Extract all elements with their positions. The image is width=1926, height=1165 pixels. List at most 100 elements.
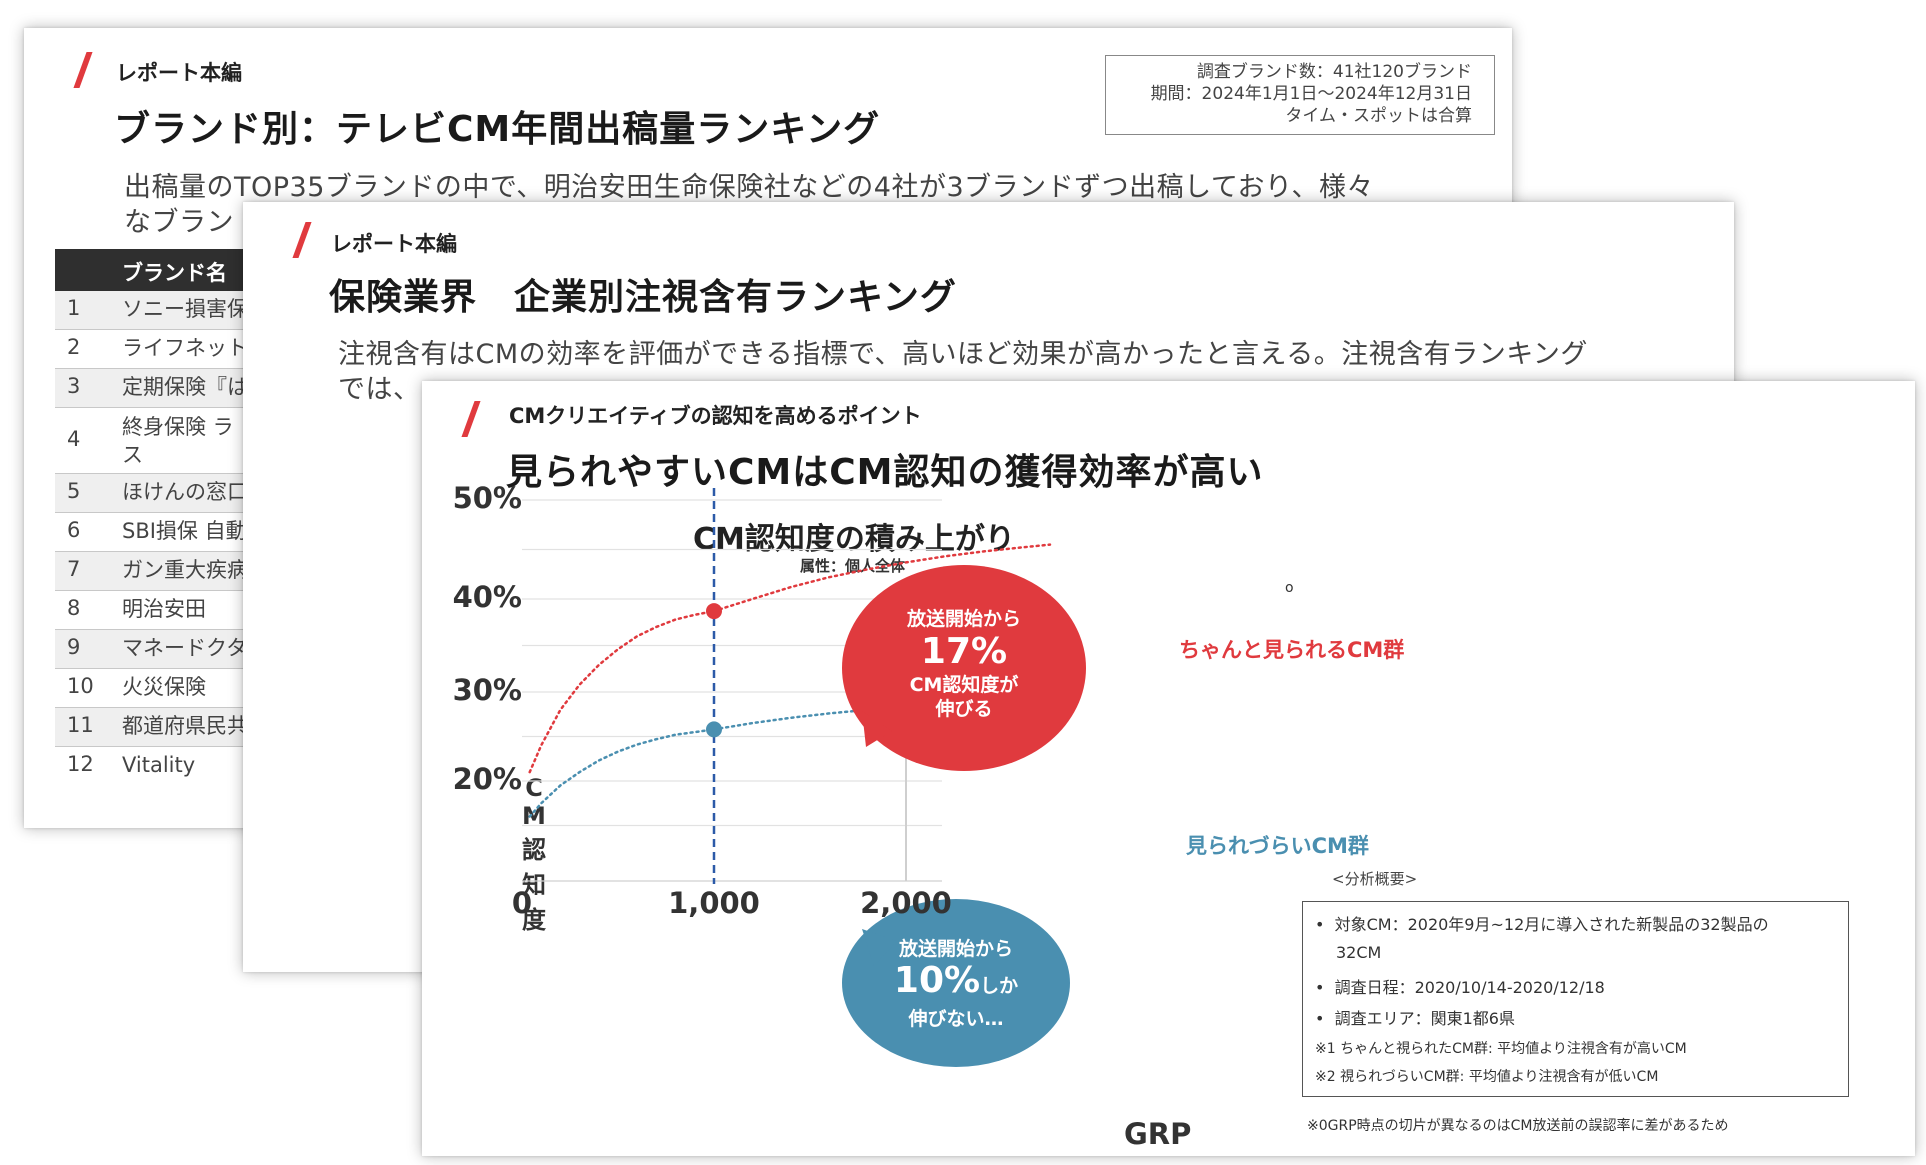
brand-name: ガン重大疾病 xyxy=(122,558,248,582)
highlight-points xyxy=(706,603,722,738)
y-axis-label: C M 認 知 度 xyxy=(519,774,549,935)
callout-suffix: しか xyxy=(980,975,1019,997)
callout-percent-line: 10%しか xyxy=(836,961,1076,1007)
rank: 11 xyxy=(67,713,94,737)
table-row: 12 Vitality xyxy=(55,747,1495,785)
red-callout-text: 放送開始から 17% CM認知度が 伸びる xyxy=(844,607,1084,721)
bottom-footnote: ※0GRP時点の切片が異なるのはCM放送前の誤認率に差があるため xyxy=(1307,1118,1729,1134)
y-axis-label-char: 認 xyxy=(522,836,546,864)
brand-name: 都道府県民共 xyxy=(122,714,248,738)
brand-name: ソニー損害保 xyxy=(122,297,248,321)
y-tick-label: 20% xyxy=(452,762,522,796)
note-bullet: • 調査エリア：関東1都6県 xyxy=(1315,1009,1515,1028)
callout-line: 伸びない… xyxy=(908,1008,1004,1030)
blue-callout-tail xyxy=(862,929,897,966)
brand-name-line: ス xyxy=(122,443,143,467)
meta-line: 期間：2024年1月1日〜2024年12月31日 xyxy=(1150,84,1472,104)
survey-meta-box: 調査ブランド数：41社120ブランド 期間：2024年1月1日〜2024年12月… xyxy=(1105,55,1495,135)
series-line-less-watched xyxy=(528,694,1052,818)
lead-text: 注視含有はCMの効率を評価ができる指標で、高いほど効果が高かったと言える。注視含… xyxy=(338,337,1588,407)
section-label: レポート本編 xyxy=(116,61,242,85)
brand-name: Vitality xyxy=(122,753,196,777)
brand-name: 終身保険 ラス xyxy=(122,413,234,469)
column-header-brand: ブランド名 xyxy=(122,261,227,285)
rank: 4 xyxy=(67,427,81,451)
meta-line: タイム・スポットは合算 xyxy=(1285,106,1472,126)
note-text: 32CM xyxy=(1336,943,1382,962)
note-text: 調査日程：2020/10/14-2020/12/18 xyxy=(1334,978,1605,997)
y-tick-label: 50% xyxy=(452,481,522,515)
rank: 12 xyxy=(67,752,94,776)
callout-percent: 17% xyxy=(920,631,1008,672)
note-text: 調査エリア：関東1都6県 xyxy=(1334,1009,1515,1028)
callout-line: 放送開始から xyxy=(906,608,1021,630)
notes-heading: <分析概要> xyxy=(1332,870,1418,888)
blue-callout-text: 放送開始から 10%しか 伸びない… xyxy=(836,937,1076,1031)
y-axis-label-char: 知 xyxy=(522,871,546,899)
callout-bubbles xyxy=(842,565,1086,1067)
callout-percent: 10% xyxy=(893,960,981,1001)
footnote: ※2 視られづらいCM群: 平均値より注視含有が低いCM xyxy=(1315,1069,1659,1085)
lead-line: 出稿量のTOP35ブランドの中で、明治安田生命保険社などの4社が3ブランドずつ出… xyxy=(124,172,1374,203)
slide-title: 保険業界 企業別注視含有ランキング xyxy=(329,277,957,318)
brand-name: SBI損保 自動 xyxy=(122,519,247,543)
brand-name: ほけんの窓口 xyxy=(122,480,248,504)
section-label: CMクリエイティブの認知を高めるポイント xyxy=(509,404,922,428)
callout-line: 伸びる xyxy=(935,698,993,720)
rank: 5 xyxy=(67,479,81,503)
red-callout-tail xyxy=(862,711,892,747)
analysis-notes-box: • 対象CM：2020年9月~12月に導入された新製品の32製品の 32CM •… xyxy=(1302,901,1849,1097)
red-callout-bubble xyxy=(842,565,1086,771)
lead-line: 注視含有はCMの効率を評価ができる指標で、高いほど効果が高かったと言える。注視含… xyxy=(338,339,1588,370)
lead-line: では、 xyxy=(338,374,421,405)
rank: 9 xyxy=(67,635,81,659)
meta-line: 調査ブランド数：41社120ブランド xyxy=(1196,62,1472,82)
highlight-point-less-watched xyxy=(706,721,722,738)
footnote: ※1 ちゃんと視られたCM群: 平均値より注視含有が高いCM xyxy=(1315,1041,1687,1057)
callout-line: 放送開始から xyxy=(898,938,1013,960)
y-axis-label-char: M xyxy=(522,802,546,830)
series-lines xyxy=(528,543,1052,818)
rank: 7 xyxy=(67,557,81,581)
accent-slash-icon xyxy=(292,222,312,258)
slide-title: 見られやすいCMはCM認知の獲得効率が高い xyxy=(506,452,1264,493)
series-line-watched xyxy=(528,543,1052,774)
series-label-watched: ちゃんと見られるCM群 xyxy=(1179,638,1405,662)
brand-name-line: 終身保険 ラ xyxy=(122,415,234,439)
x-tick-label: 1,000 xyxy=(668,886,760,920)
brand-name: ライフネット xyxy=(122,336,248,360)
section-label: レポート本編 xyxy=(331,232,457,256)
y-tick-label: 40% xyxy=(452,580,522,614)
lead-line: なブラン xyxy=(124,207,234,238)
cm-awareness-chart xyxy=(522,488,1086,1067)
accent-slash-icon xyxy=(73,52,93,88)
chart-subtitle: 属性：個人全体 xyxy=(800,557,906,575)
y-axis-label-char: 度 xyxy=(522,906,546,934)
x-axis-label: GRP xyxy=(1124,1117,1192,1151)
brand-name: マネードクタ xyxy=(122,636,248,660)
rank: 8 xyxy=(67,596,81,620)
highlight-point-watched xyxy=(706,603,722,620)
slide-title: ブランド別：テレビCM年間出稿量ランキング xyxy=(114,109,881,150)
blue-callout-bubble xyxy=(842,899,1070,1067)
x-tick-label: 0 xyxy=(511,886,533,920)
brand-name: 火災保険 xyxy=(122,675,206,699)
callout-line: CM認知度が xyxy=(909,674,1019,696)
note-bullet: • 対象CM：2020年9月~12月に導入された新製品の32製品の xyxy=(1315,915,1769,934)
rank: 1 xyxy=(67,296,81,320)
rank: 2 xyxy=(67,335,81,359)
brand-name: 定期保険『は xyxy=(122,375,248,399)
x-tick-label: 2,000 xyxy=(860,886,952,920)
rank: 3 xyxy=(67,374,81,398)
note-bullet: • 調査日程：2020/10/14-2020/12/18 xyxy=(1315,978,1605,997)
chart-title: CM認知度の積み上がり xyxy=(693,522,1015,557)
rank: 10 xyxy=(67,674,94,698)
slide-cm-awareness: CMクリエイティブの認知を高めるポイント 見られやすいCMはCM認知の獲得効率が… xyxy=(422,381,1915,1156)
stray-mark: o xyxy=(1285,580,1294,596)
y-tick-label: 30% xyxy=(452,673,522,707)
series-label-less-watched: 見られづらいCM群 xyxy=(1186,834,1369,858)
note-text: 対象CM：2020年9月~12月に導入された新製品の32製品の xyxy=(1334,915,1769,934)
brand-name: 明治安田 xyxy=(122,597,206,621)
rank: 6 xyxy=(67,518,81,542)
lead-text: 出稿量のTOP35ブランドの中で、明治安田生命保険社などの4社が3ブランドずつ出… xyxy=(124,170,1374,240)
